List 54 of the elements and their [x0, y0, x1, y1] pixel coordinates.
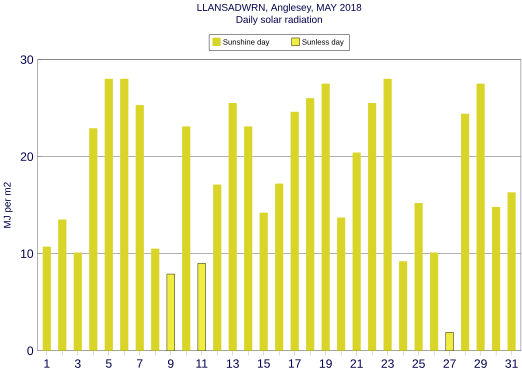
bar	[414, 203, 423, 351]
chart-title: LLANSADWRN, Anglesey, MAY 2018	[197, 4, 362, 14]
x-tick-label: 19	[320, 360, 332, 368]
bar	[89, 128, 98, 351]
y-tick-label: 20	[20, 152, 34, 162]
bar	[322, 84, 330, 351]
x-tick-label: 25	[412, 360, 425, 368]
x-tick-label: 11	[196, 360, 208, 368]
bar	[120, 79, 128, 351]
bar	[198, 263, 206, 351]
bar	[244, 126, 252, 351]
bar	[508, 192, 516, 351]
bar	[58, 220, 66, 351]
x-tick-label: 23	[382, 360, 394, 368]
bar	[399, 261, 408, 351]
bar	[182, 126, 190, 351]
bar	[260, 212, 268, 351]
x-tick-label: 21	[350, 360, 363, 368]
y-tick-label: 30	[20, 56, 34, 64]
bar	[275, 184, 284, 351]
x-tick-label: 31	[505, 360, 518, 368]
bar	[368, 103, 376, 351]
bar	[476, 84, 485, 351]
bar	[136, 105, 144, 351]
x-tick-label: 1	[44, 360, 50, 368]
bar	[306, 98, 314, 351]
x-tick-label: 13	[226, 360, 239, 368]
bar	[166, 274, 175, 351]
bar	[430, 252, 438, 351]
bar	[42, 246, 51, 351]
x-tick-label: 17	[288, 360, 301, 368]
bar	[228, 103, 237, 351]
bar	[151, 248, 160, 351]
chart-subtitle: Daily solar radiation	[236, 16, 322, 26]
bar	[104, 79, 113, 351]
bar	[492, 207, 500, 351]
x-tick-label: 9	[168, 360, 174, 368]
x-tick-label: 7	[137, 360, 143, 368]
bar	[74, 252, 82, 351]
y-tick-label: 0	[27, 346, 34, 356]
bar	[461, 114, 470, 351]
bar	[290, 112, 299, 351]
y-tick-label: 10	[21, 250, 34, 258]
x-tick-label: 3	[74, 360, 81, 368]
bar	[337, 218, 346, 351]
bar	[213, 184, 222, 351]
x-tick-label: 27	[444, 360, 456, 368]
y-axis-title: MJ per m2	[4, 182, 13, 228]
x-tick-label: 29	[474, 360, 487, 368]
bar	[384, 79, 392, 351]
x-tick-label: 15	[258, 360, 270, 368]
bar	[352, 152, 361, 351]
x-tick-label: 5	[106, 360, 112, 368]
bar	[446, 332, 454, 351]
